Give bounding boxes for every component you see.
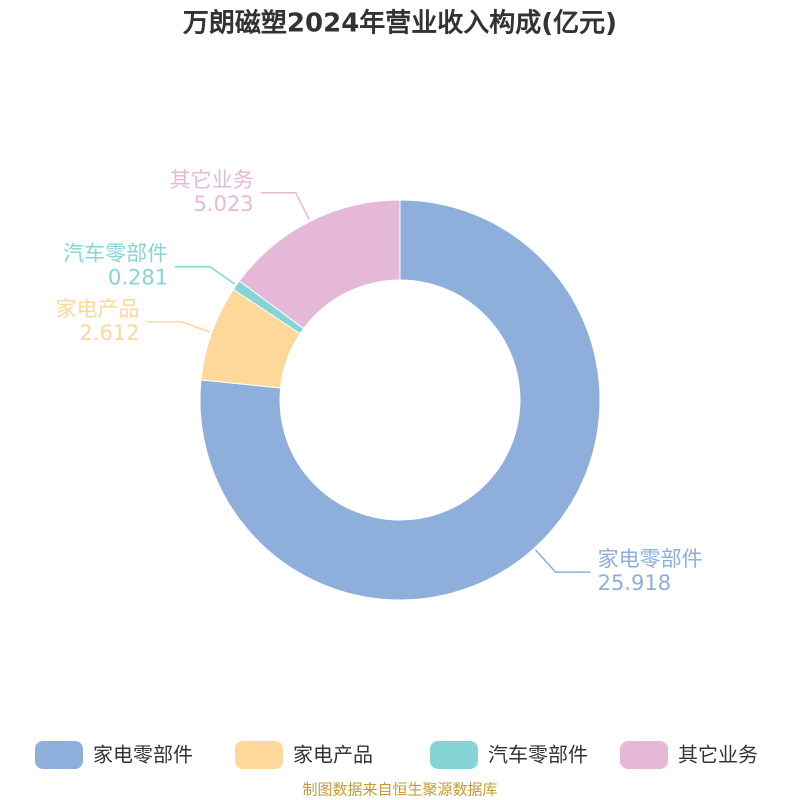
slice-value: 0.281 bbox=[108, 266, 168, 290]
legend-swatch bbox=[35, 741, 83, 769]
slice-label: 家电零部件 bbox=[598, 547, 703, 571]
source: 制图数据来自恒生聚源数据库 bbox=[302, 781, 497, 799]
legend-label: 家电零部件 bbox=[93, 743, 193, 767]
leader-line bbox=[260, 192, 310, 220]
legend-swatch bbox=[235, 741, 283, 769]
slice-label: 其它业务 bbox=[170, 168, 254, 192]
legend-label: 其它业务 bbox=[678, 743, 758, 767]
slice-value: 5.023 bbox=[194, 192, 254, 216]
legend-swatch bbox=[620, 741, 668, 769]
legend-swatch bbox=[430, 741, 478, 769]
slice-value: 25.918 bbox=[598, 571, 671, 595]
chart-title: 万朗磁塑2024年营业收入构成(亿元) bbox=[183, 8, 617, 39]
donut-segment bbox=[199, 199, 601, 601]
leader-line bbox=[534, 549, 591, 573]
legend-label: 汽车零部件 bbox=[488, 743, 588, 767]
legend-label: 家电产品 bbox=[293, 743, 373, 767]
slice-label: 家电产品 bbox=[56, 297, 140, 321]
leader-line bbox=[146, 321, 211, 333]
leader-line bbox=[175, 265, 236, 285]
slice-label: 汽车零部件 bbox=[63, 242, 168, 266]
donut-segment bbox=[238, 199, 401, 330]
slice-value: 2.612 bbox=[79, 321, 139, 345]
